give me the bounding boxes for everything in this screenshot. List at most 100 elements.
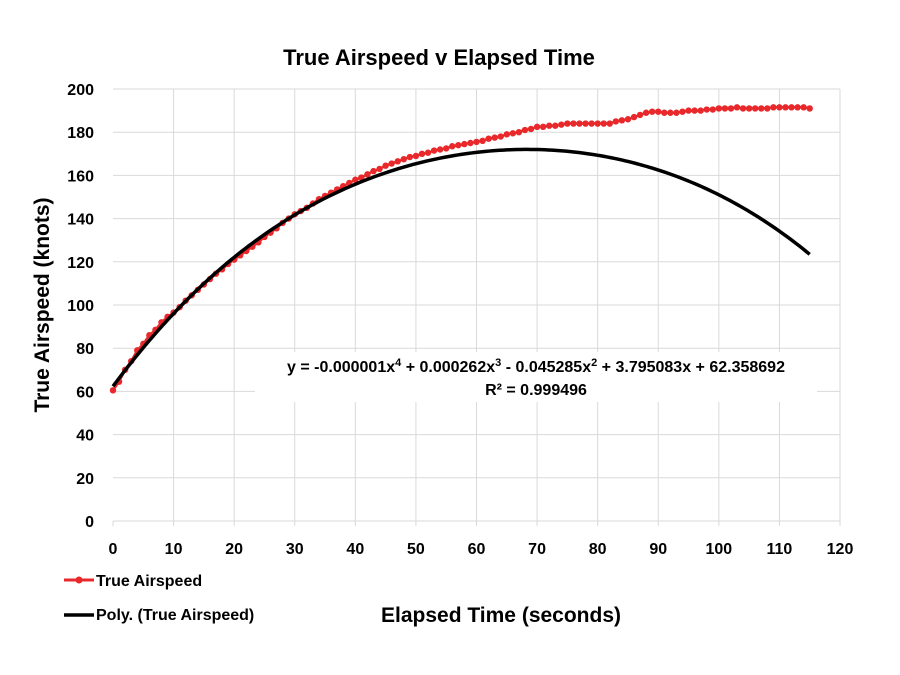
data-point [800, 104, 807, 111]
data-point [764, 105, 771, 112]
data-point [661, 109, 668, 116]
data-point [600, 120, 607, 127]
eq-exp-3: 3 [495, 357, 501, 369]
data-point [400, 156, 407, 163]
data-point [685, 107, 692, 114]
data-point [394, 158, 401, 165]
data-point [364, 171, 371, 178]
eq-term-4: y = -0.000001x [287, 359, 395, 376]
y-tick-label: 180 [67, 125, 94, 142]
data-point [473, 138, 480, 146]
trendline-poly [111, 147, 811, 388]
data-point [655, 108, 662, 115]
y-tick-label: 140 [67, 212, 94, 229]
data-point [527, 125, 535, 133]
data-point [642, 109, 650, 116]
x-tick-label: 10 [165, 541, 183, 558]
data-point [382, 162, 389, 169]
legend-label-true-airspeed: True Airspeed [96, 573, 202, 590]
data-point [424, 149, 432, 156]
y-tick-label: 60 [76, 384, 94, 401]
data-point [412, 152, 420, 160]
data-point [485, 135, 492, 142]
data-point [558, 121, 565, 128]
data-point [594, 120, 601, 127]
data-point [352, 176, 359, 183]
data-point [582, 120, 589, 127]
data-point [570, 120, 577, 127]
r-squared-text: R² = 0.999496 [485, 382, 587, 399]
equation-background [255, 352, 817, 402]
chart-title: True Airspeed v Elapsed Time [283, 45, 595, 70]
data-point [624, 116, 632, 123]
data-point [788, 104, 795, 111]
legend: True Airspeed Poly. (True Airspeed) [64, 573, 254, 624]
x-tick-label: 100 [705, 541, 732, 558]
data-point [552, 122, 559, 129]
data-point [776, 104, 783, 111]
y-tick-label: 40 [76, 428, 94, 445]
y-tick-label: 160 [67, 168, 94, 185]
data-point [630, 113, 638, 121]
data-point [546, 122, 553, 129]
data-point [461, 140, 468, 148]
data-point [109, 387, 117, 394]
y-tick-label: 0 [85, 514, 94, 531]
series-true-airspeed [109, 104, 813, 394]
x-tick-labels: 0 10 20 30 40 50 60 70 80 90 100 110 120 [109, 521, 853, 558]
eq-term-2: - 0.045285x [501, 359, 591, 376]
data-point [430, 147, 438, 154]
y-tick-label: 120 [67, 255, 94, 272]
trendline-equation: y = -0.000001x4 + 0.000262x3 - 0.045285x… [255, 352, 817, 402]
data-point [667, 109, 674, 116]
x-tick-label: 110 [767, 541, 793, 558]
data-point [533, 123, 541, 130]
data-point [467, 139, 474, 147]
eq-term-1: + 3.795083x + 62.358692 [597, 359, 785, 376]
data-point [806, 105, 813, 112]
data-point [449, 143, 456, 150]
data-point [370, 167, 377, 175]
data-point [715, 105, 723, 112]
legend-item-true-airspeed: True Airspeed [64, 573, 202, 590]
data-point [358, 174, 365, 181]
data-point [727, 105, 735, 112]
x-tick-label: 40 [346, 541, 364, 558]
eq-exp-4: 4 [395, 357, 402, 369]
data-point [443, 145, 450, 152]
data-point [770, 104, 777, 111]
data-point [612, 118, 620, 125]
data-point [636, 111, 644, 119]
data-point [539, 123, 547, 130]
x-tick-label: 30 [286, 541, 304, 558]
data-point [497, 133, 504, 140]
data-point [479, 137, 486, 145]
legend-label-trendline: Poly. (True Airspeed) [96, 607, 254, 624]
y-tick-label: 200 [67, 82, 94, 99]
data-point [455, 141, 462, 149]
x-tick-label: 0 [109, 541, 118, 558]
data-point [406, 153, 414, 161]
data-point [648, 108, 656, 115]
data-point [673, 109, 680, 116]
data-point [491, 134, 498, 141]
data-point [697, 107, 704, 114]
equation-text: y = -0.000001x4 + 0.000262x3 - 0.045285x… [287, 357, 785, 376]
data-point [679, 108, 686, 115]
data-point [691, 107, 698, 114]
x-tick-label: 70 [528, 541, 546, 558]
data-point [745, 105, 753, 112]
data-point [588, 120, 595, 127]
data-point [376, 165, 383, 173]
data-point [739, 105, 747, 112]
data-point [388, 160, 395, 167]
y-axis-label: True Airspeed (knots) [31, 197, 54, 412]
data-point [509, 130, 517, 137]
data-point [794, 104, 801, 111]
y-tick-labels: 0 20 40 60 80 100 120 140 160 180 200 [67, 82, 94, 531]
data-point [503, 131, 510, 138]
x-axis-label: Elapsed Time (seconds) [381, 604, 621, 627]
data-point [418, 150, 426, 157]
eq-exp-2: 2 [591, 357, 597, 369]
data-point [721, 105, 729, 112]
